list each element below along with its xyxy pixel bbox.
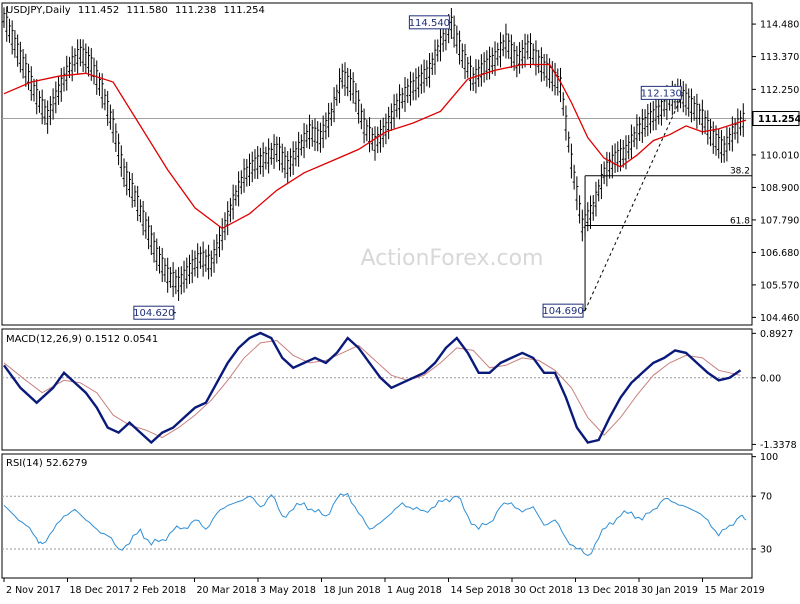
macd-signal-line bbox=[3, 339, 741, 439]
ohlc-high: 111.580 bbox=[126, 5, 167, 16]
x-tick-label: 30 Jan 2019 bbox=[641, 585, 698, 596]
macd-panel-frame bbox=[1, 328, 753, 451]
grid-layer bbox=[2, 118, 752, 550]
rsi-layer bbox=[3, 492, 747, 557]
price-panel-frame bbox=[1, 2, 753, 326]
annotation-label: 104.690 bbox=[542, 306, 583, 317]
x-tick-label: 2 Feb 2018 bbox=[133, 585, 186, 596]
fib-level-label: 38.2 bbox=[730, 167, 750, 177]
x-tick-label: 14 Sep 2018 bbox=[451, 585, 511, 596]
current-price-label: 111.254 bbox=[758, 114, 800, 125]
x-tick-label: 20 Mar 2018 bbox=[197, 585, 257, 596]
rsi-label: RSI(14) 52.6279 bbox=[6, 458, 87, 469]
x-tick-label: 13 Dec 2018 bbox=[578, 585, 639, 596]
x-tick-label: 1 Aug 2018 bbox=[387, 585, 442, 596]
price-y-tick-label: 110.010 bbox=[760, 150, 799, 161]
price-y-tick-label: 105.570 bbox=[760, 280, 799, 291]
macd-y-tick-label: 0.8927 bbox=[760, 329, 793, 340]
annotation-box bbox=[640, 85, 682, 100]
macd-label: MACD(12,26,9) 0.1512 0.0541 bbox=[6, 334, 158, 345]
price-y-tick-label: 112.250 bbox=[760, 85, 799, 96]
macd-layer bbox=[3, 331, 742, 445]
rsi-line bbox=[3, 492, 747, 557]
panel-frames bbox=[1, 2, 753, 579]
macd-y-tick-label: 0.00 bbox=[760, 373, 781, 384]
macd-line bbox=[3, 331, 742, 445]
axis-layer: 114.480113.370112.250111.140110.010108.9… bbox=[3, 20, 800, 596]
chart-title-symbol: USDJPY,Daily bbox=[6, 5, 71, 16]
price-y-tick-label: 114.480 bbox=[760, 20, 799, 31]
rsi-panel-frame bbox=[1, 453, 753, 579]
x-tick-label: 3 May 2018 bbox=[260, 585, 316, 596]
x-tick-label: 30 Oct 2018 bbox=[514, 585, 573, 596]
price-y-tick-label: 108.900 bbox=[760, 183, 799, 194]
price-layer: 38.2 61.8 114.540 104.620 104.690 112.130 bbox=[2, 6, 752, 320]
x-tick-label: 15 Mar 2019 bbox=[705, 585, 765, 596]
ohlc-open: 111.452 bbox=[78, 5, 119, 16]
annotation-box bbox=[542, 303, 584, 318]
macd-y-tick-label: -1.3378 bbox=[760, 440, 797, 451]
trendline bbox=[584, 92, 684, 311]
rsi-y-tick-label: 30 bbox=[760, 544, 772, 555]
ohlc-close: 111.254 bbox=[224, 5, 265, 16]
ohlc-low: 111.238 bbox=[175, 5, 216, 16]
annotation-box bbox=[408, 15, 450, 30]
annotation-label: 114.540 bbox=[409, 18, 450, 29]
fib-level-label: 61.8 bbox=[730, 216, 750, 226]
x-tick-label: 2 Nov 2017 bbox=[6, 585, 61, 596]
price-y-tick-label: 104.460 bbox=[760, 313, 799, 324]
current-price-box bbox=[752, 111, 800, 127]
x-tick-label: 18 Jun 2018 bbox=[324, 585, 381, 596]
rsi-y-tick-label: 70 bbox=[760, 492, 772, 503]
annotation-box bbox=[133, 305, 175, 320]
moving-average-line bbox=[3, 63, 747, 230]
annotation-label: 112.130 bbox=[641, 88, 682, 99]
chart-title: USDJPY,Daily 111.452 111.580 111.238 111… bbox=[6, 5, 265, 16]
price-y-tick-label: 107.790 bbox=[760, 215, 799, 226]
price-y-tick-label: 113.370 bbox=[760, 52, 799, 63]
x-tick-label: 18 Dec 2017 bbox=[70, 585, 131, 596]
price-y-tick-label: 106.680 bbox=[760, 248, 799, 259]
annotation-label: 104.620 bbox=[133, 308, 174, 319]
watermark: ActionForex.com bbox=[361, 246, 544, 271]
rsi-y-tick-label: 100 bbox=[760, 452, 778, 463]
